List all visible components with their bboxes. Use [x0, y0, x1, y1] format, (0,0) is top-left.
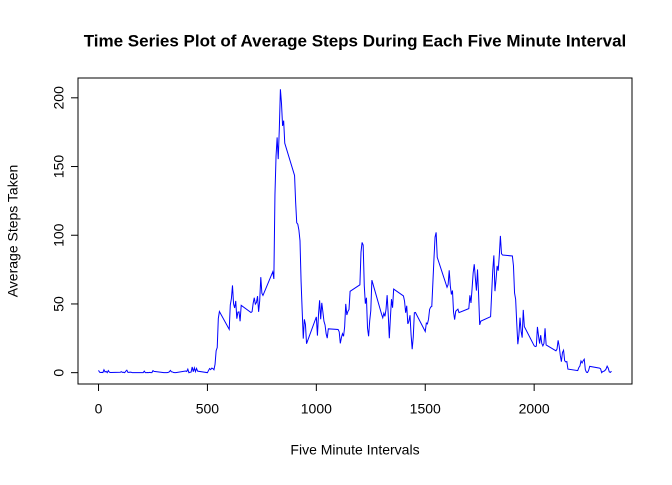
data-line — [98, 89, 612, 374]
x-tick-label: 1000 — [301, 401, 332, 417]
y-tick-label: 150 — [51, 155, 67, 179]
y-tick-label: 50 — [51, 296, 67, 312]
x-tick-label: 500 — [196, 401, 220, 417]
y-axis-title: Average Steps Taken — [5, 165, 21, 298]
x-tick-label: 2000 — [519, 401, 550, 417]
y-tick-label: 0 — [51, 369, 67, 377]
chart-title: Time Series Plot of Average Steps During… — [84, 31, 627, 50]
x-axis-title: Five Minute Intervals — [290, 442, 419, 458]
y-tick-label: 200 — [51, 86, 67, 110]
x-tick-label: 0 — [95, 401, 103, 417]
y-tick-label: 100 — [51, 223, 67, 247]
x-tick-label: 1500 — [410, 401, 441, 417]
